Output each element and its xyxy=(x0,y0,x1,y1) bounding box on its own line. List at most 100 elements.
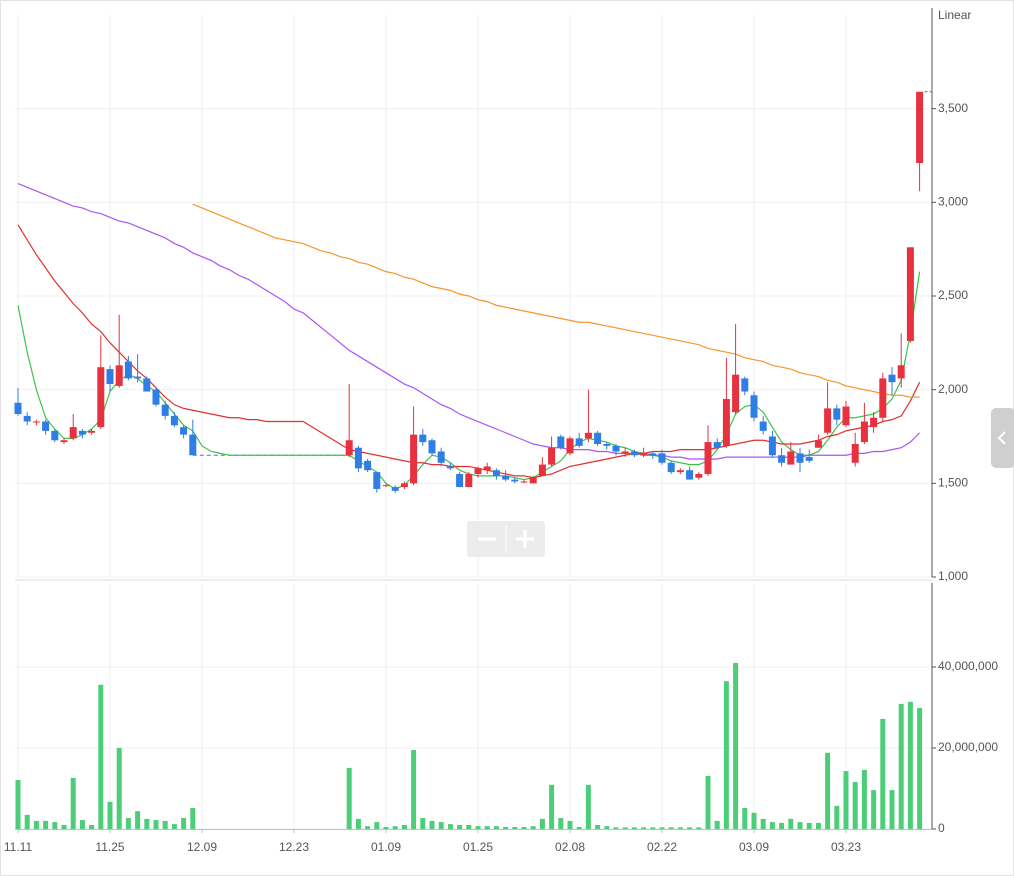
candle-body xyxy=(106,369,114,385)
candle-body xyxy=(658,453,666,463)
volume-bar xyxy=(153,820,159,829)
candle-body xyxy=(382,485,390,487)
volume-bar xyxy=(171,824,177,829)
candle-body xyxy=(124,361,132,379)
volume-bar xyxy=(907,701,913,829)
volume-bar xyxy=(493,826,499,829)
candle-body xyxy=(732,374,740,413)
candle-body xyxy=(32,421,40,423)
volume-bar xyxy=(696,827,702,829)
candle-body xyxy=(575,438,583,446)
volume-bar xyxy=(595,824,601,829)
candle-body xyxy=(741,378,749,392)
candle-body xyxy=(400,483,408,488)
candle-body xyxy=(695,473,703,478)
candle-body xyxy=(391,487,399,491)
volume-bar xyxy=(401,824,407,829)
candle-body xyxy=(180,427,188,435)
scale-label: Linear xyxy=(938,8,971,22)
volume-bar xyxy=(659,827,665,829)
candle-body xyxy=(14,402,22,415)
x-tick-label: 03.09 xyxy=(739,840,769,854)
volume-tick-label: 40,000,000 xyxy=(938,659,998,673)
candle-body xyxy=(584,432,592,439)
volume-bar xyxy=(447,824,453,829)
zoom-control xyxy=(467,521,545,557)
volume-bar xyxy=(15,779,21,829)
candle-body xyxy=(170,415,178,426)
volume-bar xyxy=(880,718,886,829)
volume-bar xyxy=(429,820,435,829)
volume-bar xyxy=(107,801,113,829)
candle-body xyxy=(860,421,868,443)
candle-body xyxy=(189,434,197,456)
candle-body xyxy=(97,367,105,428)
volume-bar xyxy=(374,822,380,829)
candle-body xyxy=(428,440,436,454)
candle-body xyxy=(686,470,694,480)
volume-bar xyxy=(43,820,49,829)
candle-body xyxy=(704,442,712,474)
volume-bar xyxy=(539,818,545,829)
volume-tick-label: 0 xyxy=(938,821,945,835)
candle-body xyxy=(750,395,758,418)
candle-body xyxy=(520,481,528,483)
volume-bar xyxy=(420,818,426,829)
volume-bar xyxy=(677,827,683,829)
x-tick-label: 11.11 xyxy=(4,840,33,854)
volume-bar xyxy=(613,827,619,829)
volume-bar xyxy=(475,826,481,829)
volume-bar xyxy=(760,818,766,829)
toggle-tab[interactable] xyxy=(991,408,1014,468)
volume-bar xyxy=(346,767,352,829)
volume-bar xyxy=(769,822,775,829)
volume-bar xyxy=(392,826,398,829)
volume-bar xyxy=(861,769,867,829)
candle-body xyxy=(134,376,142,379)
volume-bar xyxy=(98,684,104,829)
volume-bar xyxy=(24,814,30,829)
volume-bar xyxy=(162,820,168,829)
volume-bar xyxy=(834,805,840,829)
price-tick-label: 2,500 xyxy=(938,288,968,302)
candle-body xyxy=(51,430,59,441)
candle-body xyxy=(69,427,77,439)
candle-body xyxy=(538,464,546,476)
volume-bar xyxy=(144,818,150,829)
volume-bar xyxy=(116,748,122,829)
x-tick-label: 01.09 xyxy=(371,840,401,854)
zoom-out-button[interactable] xyxy=(467,521,506,557)
volume-bar xyxy=(61,824,67,829)
volume-bar xyxy=(843,771,849,829)
candle-body xyxy=(897,365,905,379)
candle-body xyxy=(778,455,786,463)
price-tick-label: 1,500 xyxy=(938,476,968,490)
candle-body xyxy=(713,442,721,448)
volume-bar xyxy=(558,818,564,829)
volume-bar xyxy=(181,818,187,829)
volume-bar xyxy=(889,790,895,829)
volume-bar xyxy=(365,826,371,829)
candle-body xyxy=(722,399,730,446)
candle-body xyxy=(548,447,556,465)
candle-body xyxy=(603,443,611,446)
volume-bar xyxy=(650,827,656,829)
candle-body xyxy=(759,421,767,431)
candle-body xyxy=(373,472,381,489)
candle-body xyxy=(916,91,924,163)
zoom-in-button[interactable] xyxy=(506,521,545,557)
volume-bar xyxy=(79,820,85,829)
volume-bar xyxy=(438,822,444,829)
candle-body xyxy=(152,389,160,405)
candle-body xyxy=(410,434,418,484)
volume-bar xyxy=(512,826,518,829)
candle-body xyxy=(419,434,427,443)
candle-body xyxy=(824,408,832,433)
candle-body xyxy=(833,408,841,420)
side-panel-toggle[interactable] xyxy=(991,408,1014,468)
x-tick-label: 12.09 xyxy=(187,840,217,854)
candle-body xyxy=(842,406,850,426)
volume-bar xyxy=(52,822,58,829)
volume-bar xyxy=(797,822,803,829)
